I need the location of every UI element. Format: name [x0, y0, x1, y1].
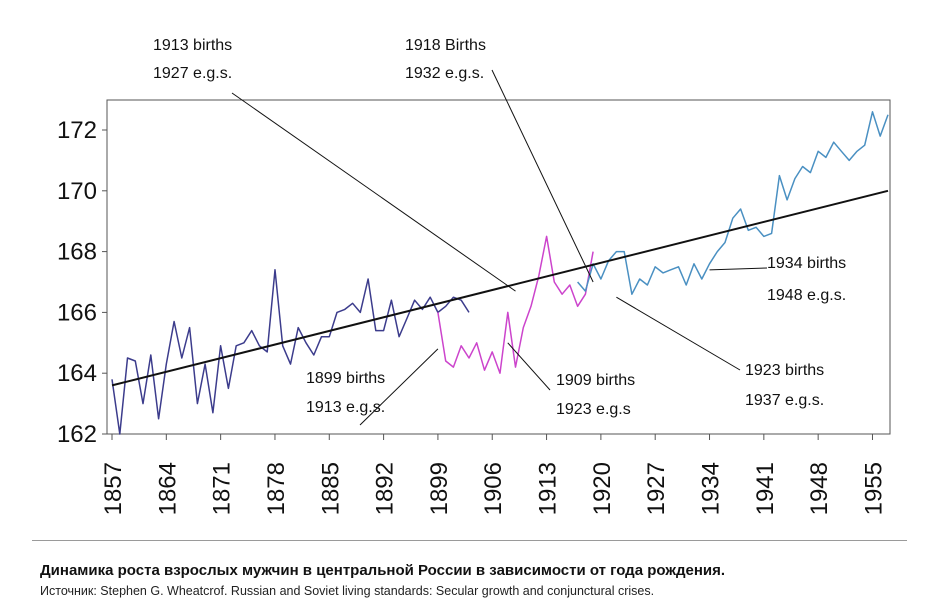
annotation-text: 1937 e.g.s. — [745, 392, 824, 409]
x-tick-label: 1948 — [806, 462, 833, 515]
annotation-text: 1918 Births — [405, 37, 486, 54]
caption-source: Источник: Stephen G. Wheatcrof. Russian … — [40, 584, 655, 598]
y-axis-ticks: 162 164 166 168 170 172 — [57, 117, 97, 448]
x-tick-label: 1892 — [372, 462, 399, 515]
y-tick-label: 164 — [57, 360, 97, 387]
axes — [102, 99, 891, 440]
annotations: 1913 births 1927 e.g.s. 1918 Births 1932 e.… — [153, 37, 846, 426]
x-tick-label: 1864 — [154, 462, 181, 515]
series-line — [437, 235, 594, 374]
caption: Динамика роста взрослых мужчин в централ… — [0, 540, 931, 616]
caption-divider — [32, 540, 907, 541]
annotation-leader — [616, 296, 741, 371]
x-tick-label: 1871 — [209, 462, 236, 515]
trend-line — [111, 189, 889, 387]
x-tick-label: 1913 — [535, 462, 562, 515]
annotation-leader — [359, 348, 439, 426]
series-line — [577, 111, 889, 295]
y-tick-label: 170 — [57, 178, 97, 205]
series-line — [111, 269, 470, 435]
annotation: 1909 births 1923 e.g.s — [507, 342, 635, 418]
x-tick-label: 1927 — [643, 462, 670, 515]
x-tick-label: 1941 — [752, 462, 779, 515]
annotation: 1934 births 1948 e.g.s. — [709, 255, 846, 304]
annotation: 1923 births 1937 e.g.s. — [616, 296, 824, 409]
x-tick-label: 1885 — [317, 462, 344, 515]
annotation-text: 1923 e.g.s — [556, 401, 631, 418]
plot-area — [106, 99, 891, 435]
annotation: 1918 Births 1932 e.g.s. — [405, 37, 594, 283]
annotation-leader — [709, 267, 768, 271]
y-tick-label: 162 — [57, 421, 97, 448]
x-axis-ticks: 1857 1864 1871 1878 1885 1892 1899 1906 1913 1920… — [100, 462, 887, 515]
x-tick-label: 1934 — [698, 462, 725, 515]
annotation-text: 1934 births — [767, 255, 846, 272]
x-tick-label: 1906 — [480, 462, 507, 515]
y-tick-label: 168 — [57, 239, 97, 266]
annotation-leader — [491, 69, 594, 283]
annotation: 1913 births 1927 e.g.s. — [153, 37, 516, 292]
annotation-text: 1909 births — [556, 372, 635, 389]
x-tick-label: 1878 — [263, 462, 290, 515]
x-tick-label: 1955 — [860, 462, 887, 515]
annotation: 1899 births 1913 e.g.s. — [306, 348, 439, 426]
x-tick-label: 1920 — [589, 462, 616, 515]
annotation-text: 1923 births — [745, 362, 824, 379]
annotation-text: 1932 e.g.s. — [405, 65, 484, 82]
x-tick-label: 1899 — [426, 462, 453, 515]
annotation-leader — [231, 92, 516, 292]
annotation-text: 1913 births — [153, 37, 232, 54]
x-tick-label: 1857 — [100, 462, 127, 515]
y-tick-label: 172 — [57, 117, 97, 144]
annotation-text: 1913 e.g.s. — [306, 399, 385, 416]
annotation-text: 1927 e.g.s. — [153, 65, 232, 82]
caption-title: Динамика роста взрослых мужчин в централ… — [40, 562, 726, 579]
series-layer — [111, 111, 889, 435]
annotation-text: 1948 e.g.s. — [767, 287, 846, 304]
annotation-leader — [507, 342, 551, 391]
y-tick-label: 166 — [57, 299, 97, 326]
annotation-text: 1899 births — [306, 370, 385, 387]
